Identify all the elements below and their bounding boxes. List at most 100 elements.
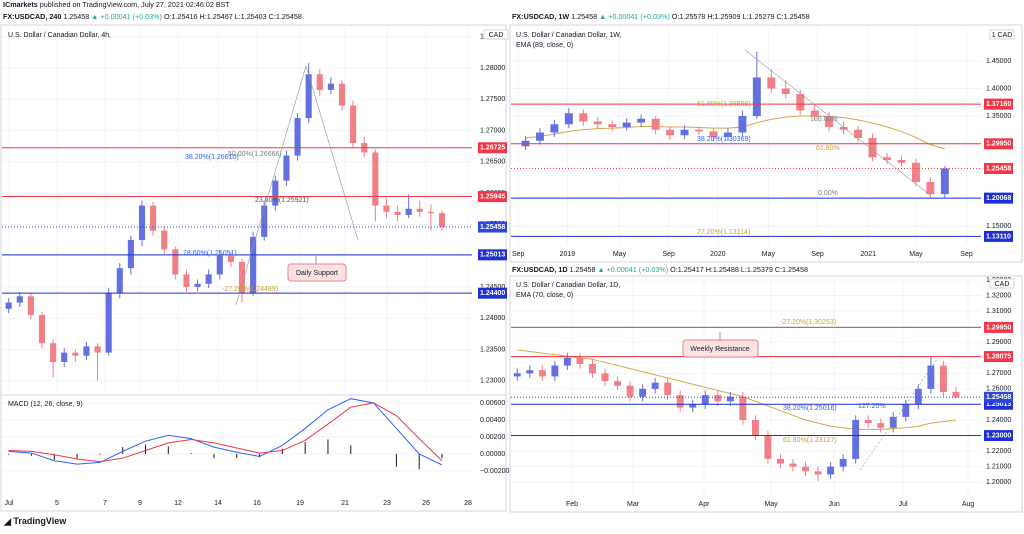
candle-body bbox=[666, 129, 675, 136]
fib-label: 38.20%(1.30369) bbox=[697, 136, 751, 143]
x-tick-label: Jul bbox=[5, 500, 14, 507]
level-label: 1.20068 bbox=[986, 195, 1011, 202]
x-tick-label: May bbox=[762, 251, 776, 258]
x-tick-label: Sep bbox=[811, 251, 824, 258]
candle-body bbox=[781, 88, 790, 95]
level-label: 1.29950 bbox=[986, 141, 1011, 148]
candle-body bbox=[864, 419, 872, 424]
x-tick-label: Apr bbox=[699, 501, 711, 508]
fib-label: 100.00% bbox=[810, 116, 838, 123]
published: published on TradingView.com, July 27, 2… bbox=[40, 0, 231, 9]
y-tick-label: 1.23000 bbox=[480, 378, 505, 385]
y-tick-label: 0.00000 bbox=[480, 451, 505, 458]
candle-body bbox=[372, 152, 379, 206]
candle-body bbox=[83, 346, 90, 356]
y-tick-label: 0.00200 bbox=[480, 434, 505, 441]
fib-trend-line bbox=[859, 357, 939, 471]
candle-body bbox=[161, 230, 168, 250]
candle-body bbox=[789, 463, 797, 467]
x-tick-label: 14 bbox=[214, 500, 222, 507]
candle-body bbox=[238, 261, 246, 294]
candle-body bbox=[897, 160, 906, 163]
candle-body bbox=[695, 129, 703, 132]
last-price: 1.25458 bbox=[571, 12, 597, 21]
callout-box bbox=[287, 263, 347, 282]
y-tick-label: 1.26500 bbox=[480, 159, 505, 166]
candle-body bbox=[383, 205, 390, 212]
candle-body bbox=[564, 113, 573, 125]
y-tick-label: 1.21000 bbox=[986, 464, 1011, 471]
currency: CAD bbox=[489, 32, 504, 39]
candle-body bbox=[283, 155, 290, 181]
candle-body bbox=[394, 211, 401, 216]
level-tag bbox=[984, 430, 1013, 442]
candle-body bbox=[639, 388, 647, 397]
candle-body bbox=[550, 124, 559, 133]
candle-body bbox=[172, 249, 179, 275]
candle-body bbox=[854, 129, 863, 139]
x-tick-label: Sep bbox=[960, 251, 973, 258]
level-label: 1.28075 bbox=[986, 353, 1011, 360]
candle-body bbox=[764, 435, 772, 459]
y-tick-label: 1.24500 bbox=[480, 284, 505, 291]
callout-text: Weekly Resistance bbox=[690, 346, 750, 353]
level-tag bbox=[984, 98, 1013, 110]
candle-body bbox=[589, 363, 596, 374]
level-label: 1.25013 bbox=[986, 401, 1011, 408]
candle-body bbox=[216, 255, 223, 275]
y-tick-label: 1.40000 bbox=[986, 85, 1011, 92]
symbol-line: FX:USDCAD, 1W 1.25458 ▲ +0.00041 (+0.03%… bbox=[512, 12, 810, 21]
fib-label: 50.00%(1.26666) bbox=[228, 151, 282, 158]
candle-body bbox=[680, 129, 689, 136]
y-tick-label: 1.35000 bbox=[986, 113, 1011, 120]
candle-body bbox=[526, 370, 534, 374]
x-tick-label: Sep bbox=[512, 251, 525, 258]
y-tick-label: 1.22000 bbox=[986, 448, 1011, 455]
currency: 1 CAD bbox=[992, 32, 1013, 39]
candle-body bbox=[664, 382, 672, 396]
y-tick-label: 1.15000 bbox=[986, 223, 1011, 230]
level-label: 1.37160 bbox=[986, 101, 1011, 108]
level-tag bbox=[984, 138, 1013, 150]
level-label: 1.25013 bbox=[480, 252, 505, 259]
candle-body bbox=[622, 122, 631, 128]
level-label: 1.29950 bbox=[986, 324, 1011, 331]
symbol-line: FX:USDCAD, 1D 1.25458 ▲ +0.00041 (+0.03%… bbox=[512, 265, 808, 274]
candle-body bbox=[689, 404, 697, 408]
x-tick-label: May bbox=[613, 251, 627, 258]
x-tick-label: 7 bbox=[103, 500, 107, 507]
candle-body bbox=[5, 302, 12, 309]
candle-body bbox=[138, 205, 146, 241]
y-tick-label: 1.24000 bbox=[480, 315, 505, 322]
ohlc: O:1.25578 H:1.25909 L:1.25279 C:1.25458 bbox=[672, 12, 810, 21]
candle-body bbox=[538, 370, 546, 377]
panel-frame bbox=[509, 275, 1023, 513]
candle-body bbox=[796, 94, 805, 111]
x-tick-label: 23 bbox=[383, 500, 391, 507]
candle-body bbox=[405, 208, 412, 216]
level-tag bbox=[478, 191, 507, 203]
candle-body bbox=[183, 274, 190, 287]
candle-body bbox=[939, 365, 947, 392]
candle-body bbox=[637, 118, 646, 123]
ohlc: O:1.25417 H:1.25488 L:1.25379 C:1.25458 bbox=[670, 265, 808, 274]
level-label: 1.25458 bbox=[986, 165, 1011, 172]
candle-body bbox=[651, 118, 660, 130]
x-tick-label: Jun bbox=[828, 501, 839, 508]
x-tick-label: 28 bbox=[464, 500, 472, 507]
chart-layers: 1.230001.235001.240001.245001.250001.255… bbox=[2, 28, 1015, 508]
ema-line bbox=[525, 115, 945, 150]
indicator-name: MACD (12, 26, close, 9) bbox=[8, 401, 83, 408]
level-label: 1.25945 bbox=[480, 193, 505, 200]
candle-body bbox=[38, 315, 46, 344]
candle-body bbox=[839, 127, 848, 130]
candle-body bbox=[868, 138, 877, 158]
candle-body bbox=[50, 343, 57, 362]
candle-body bbox=[105, 293, 112, 353]
footer-brand: TradingView bbox=[13, 516, 67, 526]
candle-body bbox=[194, 283, 201, 287]
candle-body bbox=[608, 124, 617, 128]
fib-trend-line bbox=[744, 49, 931, 196]
candle-body bbox=[601, 373, 609, 382]
change: ▲ +0.00041 (+0.03%) bbox=[91, 12, 162, 21]
